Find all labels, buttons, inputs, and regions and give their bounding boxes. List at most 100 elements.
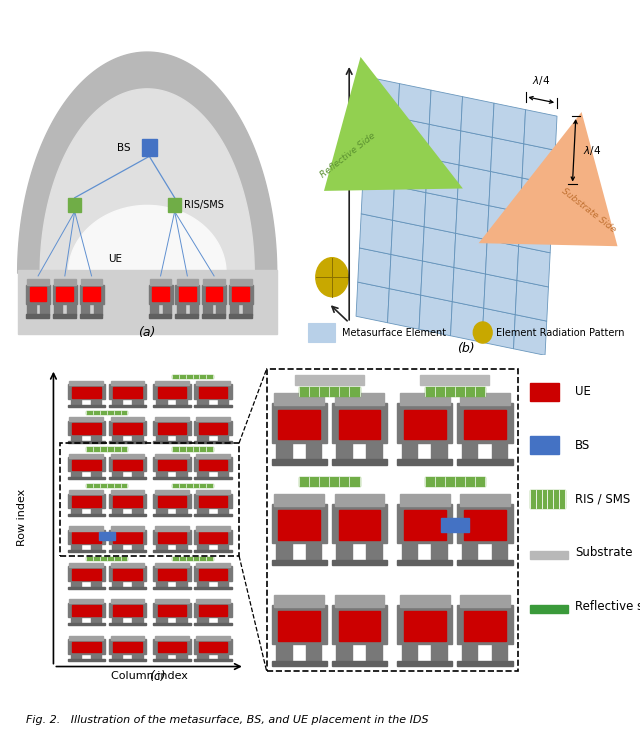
Bar [462, 542, 477, 562]
Bar [72, 496, 100, 506]
Polygon shape [363, 145, 396, 186]
Polygon shape [396, 117, 429, 159]
Text: Row index: Row index [17, 489, 27, 546]
Bar [156, 580, 166, 587]
Bar [218, 507, 228, 515]
Bar [60, 443, 239, 556]
Bar [218, 653, 228, 660]
Bar [458, 459, 513, 465]
Bar [69, 381, 103, 385]
Bar [339, 510, 381, 540]
Polygon shape [524, 110, 557, 150]
Text: $\lambda$/4: $\lambda$/4 [582, 144, 601, 157]
Bar [26, 313, 49, 318]
Bar [156, 616, 166, 624]
Bar [155, 417, 189, 421]
Bar [397, 660, 452, 666]
Bar [113, 642, 142, 652]
Bar [69, 417, 103, 421]
Bar [70, 544, 81, 551]
Bar [194, 405, 232, 407]
Bar [177, 507, 187, 515]
Bar [194, 551, 232, 552]
Bar [230, 279, 252, 286]
Bar [196, 636, 230, 640]
Bar [332, 605, 387, 644]
Polygon shape [482, 308, 515, 349]
Bar [194, 566, 232, 580]
Text: Reflective Side: Reflective Side [318, 131, 377, 180]
Bar [157, 605, 186, 616]
Bar [425, 387, 485, 396]
Bar [69, 562, 103, 567]
Text: RIS/SMS: RIS/SMS [184, 200, 224, 209]
Bar [81, 279, 102, 286]
Bar [218, 616, 228, 624]
Bar [83, 286, 100, 301]
Bar [177, 616, 187, 624]
Bar [177, 435, 187, 442]
Bar [404, 611, 445, 641]
Bar [366, 542, 381, 562]
Bar [194, 384, 232, 399]
Bar [199, 459, 227, 470]
Bar [272, 504, 327, 544]
Polygon shape [419, 295, 452, 336]
Polygon shape [428, 124, 461, 165]
Bar [464, 510, 506, 540]
Bar [153, 421, 191, 435]
Bar [68, 623, 105, 625]
Bar [530, 383, 559, 400]
Bar [68, 457, 105, 471]
Bar [295, 375, 364, 385]
Bar [153, 660, 191, 661]
Bar [68, 197, 81, 212]
Bar [397, 504, 452, 544]
Bar [431, 643, 447, 663]
Bar [272, 660, 327, 666]
Bar [68, 514, 105, 516]
Bar [278, 611, 320, 641]
Bar [366, 441, 381, 462]
Bar [197, 435, 208, 442]
Bar [199, 496, 227, 506]
Bar [153, 586, 191, 589]
Bar [172, 484, 213, 487]
Bar [332, 560, 387, 565]
Bar [153, 514, 191, 516]
Bar [109, 623, 147, 625]
Bar [153, 603, 191, 617]
Ellipse shape [316, 257, 348, 297]
Bar [113, 423, 142, 434]
Bar [276, 542, 292, 562]
Bar [199, 533, 227, 543]
Bar [196, 562, 230, 567]
Text: UE: UE [575, 385, 591, 398]
Bar [132, 435, 143, 442]
Bar [177, 580, 187, 587]
Bar [194, 494, 232, 508]
Polygon shape [366, 77, 399, 117]
Polygon shape [517, 246, 550, 287]
Bar [54, 304, 63, 315]
Text: Fig. 2.   Illustration of the metasurface, BS, and UE placement in the IDS: Fig. 2. Illustration of the metasurface,… [26, 714, 428, 725]
Bar [79, 284, 104, 304]
Text: (a): (a) [138, 326, 156, 339]
Bar [157, 423, 186, 434]
Polygon shape [424, 193, 458, 233]
Bar [148, 313, 172, 318]
Bar [157, 642, 186, 652]
Bar [70, 616, 81, 624]
Bar [53, 284, 77, 304]
Bar [150, 304, 158, 315]
Text: BS: BS [575, 439, 590, 452]
Text: Element Radiation Pattern: Element Radiation Pattern [497, 328, 625, 337]
Bar [113, 605, 142, 616]
Bar [194, 586, 232, 589]
Bar [155, 562, 189, 567]
Bar [91, 471, 101, 478]
Bar [86, 484, 127, 487]
Bar [492, 441, 507, 462]
Bar [530, 551, 568, 559]
Polygon shape [513, 315, 547, 355]
